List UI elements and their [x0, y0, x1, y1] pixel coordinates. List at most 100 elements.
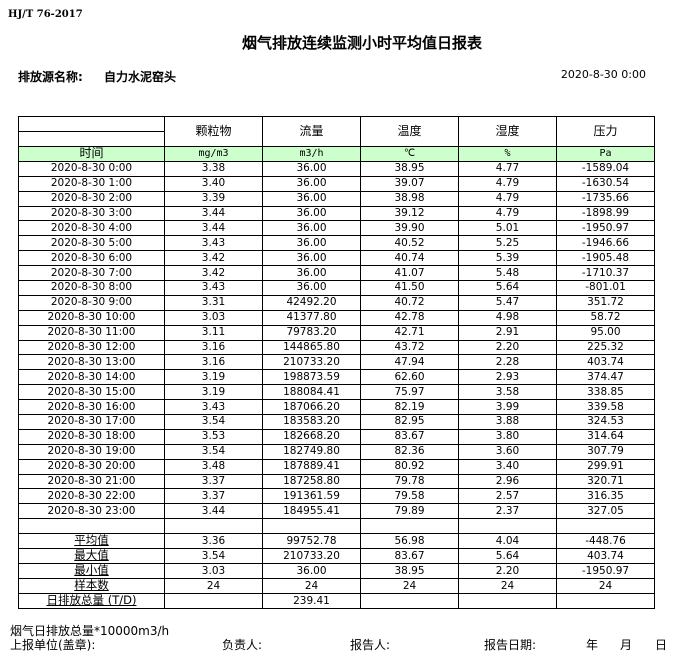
table-row: 2020-8-30 17:00 3.54 183583.20 82.95 3.88 324… [18, 414, 655, 430]
value-cell: 36.00 [262, 220, 361, 237]
table-row: 2020-8-30 9:00 3.31 42492.20 40.72 5.47 351.7… [18, 294, 655, 311]
value-cell: 82.19 [360, 399, 459, 416]
value-cell: 36.00 [262, 250, 361, 267]
value-cell: 79783.20 [262, 324, 361, 341]
time-cell: 2020-8-30 17:00 [18, 414, 165, 430]
value-cell: 5.64 [458, 548, 557, 565]
time-cell: 2020-8-30 15:00 [18, 384, 165, 401]
value-cell: 4.79 [458, 205, 557, 222]
value-cell: 3.39 [164, 190, 263, 207]
value-cell: 4.04 [458, 533, 557, 550]
table-row: 2020-8-30 8:00 3.43 36.00 41.50 5.64 -801.01 [18, 280, 655, 296]
value-cell: 4.98 [458, 309, 557, 326]
header-row: 颗粒物 流量 温度 湿度 压力 [18, 116, 655, 147]
value-cell: 56.98 [360, 533, 459, 550]
value-cell: -448.76 [556, 533, 655, 550]
value-cell: 187066.20 [262, 399, 361, 416]
time-cell: 2020-8-30 19:00 [18, 443, 165, 460]
value-cell: 24 [262, 578, 361, 595]
responsible-label: 负责人: [222, 638, 263, 652]
value-cell: 4.77 [458, 160, 557, 177]
value-cell: 82.95 [360, 414, 459, 430]
value-cell: -1950.97 [556, 220, 655, 237]
value-cell: 2.91 [458, 324, 557, 341]
value-cell: 187258.80 [262, 473, 361, 490]
time-cell: 2020-8-30 5:00 [18, 235, 165, 252]
value-cell: 314.64 [556, 428, 655, 445]
value-cell: 39.07 [360, 175, 459, 192]
summary-label: 最大值 [18, 548, 165, 565]
value-cell: 3.53 [164, 428, 263, 445]
value-cell: 36.00 [262, 280, 361, 296]
summary-label-text: 最大值 [74, 548, 109, 563]
value-cell: 3.42 [164, 265, 263, 282]
value-cell: 3.37 [164, 488, 263, 505]
value-cell: 210733.20 [262, 548, 361, 565]
summary-row: 最小值 3.03 36.00 38.95 2.20 -1950.97 [18, 563, 655, 580]
value-cell: 3.44 [164, 220, 263, 237]
table-row: 2020-8-30 14:00 3.19 198873.59 62.60 2.93 374… [18, 369, 655, 386]
unit-cell: ℃ [360, 146, 459, 162]
value-cell: 374.47 [556, 369, 655, 386]
summary-row: 平均值 3.36 99752.78 56.98 4.04 -448.76 [18, 533, 655, 550]
value-cell: 2.28 [458, 354, 557, 371]
value-cell: 403.74 [556, 548, 655, 565]
reporter-label: 报告人: [350, 638, 391, 652]
table-row: 2020-8-30 12:00 3.16 144865.80 43.72 2.20 225… [18, 339, 655, 356]
value-cell: 82.36 [360, 443, 459, 460]
value-cell: 2.20 [458, 339, 557, 356]
table-row: 2020-8-30 6:00 3.42 36.00 40.74 5.39 -1905.48 [18, 250, 655, 267]
unit-cell: Pa [556, 146, 655, 162]
time-cell: 2020-8-30 23:00 [18, 503, 165, 520]
value-cell: 38.98 [360, 190, 459, 207]
value-cell: 183583.20 [262, 414, 361, 430]
value-cell: 2.37 [458, 503, 557, 520]
source-name: 自力水泥窑头 [104, 70, 177, 84]
table-row: 2020-8-30 7:00 3.42 36.00 41.07 5.48 -1710.37 [18, 265, 655, 282]
time-cell: 2020-8-30 4:00 [18, 220, 165, 237]
blank-cell [360, 518, 459, 535]
value-cell: 36.00 [262, 563, 361, 580]
value-cell: -1905.48 [556, 250, 655, 267]
value-cell: 3.37 [164, 473, 263, 490]
value-cell: 320.71 [556, 473, 655, 490]
value-cell: 3.40 [164, 175, 263, 192]
value-cell: 2.20 [458, 563, 557, 580]
value-cell: 47.94 [360, 354, 459, 371]
time-cell: 2020-8-30 9:00 [18, 294, 165, 311]
value-cell: 42492.20 [262, 294, 361, 311]
value-cell: 182749.80 [262, 443, 361, 460]
value-cell: -1950.97 [556, 563, 655, 580]
standard-code: HJ/T 76-2017 [8, 9, 83, 20]
table-row: 2020-8-30 1:00 3.40 36.00 39.07 4.79 -1630.54 [18, 175, 655, 192]
value-cell: 3.43 [164, 235, 263, 252]
table-row: 2020-8-30 13:00 3.16 210733.20 47.94 2.28 403… [18, 354, 655, 371]
value-cell: 40.52 [360, 235, 459, 252]
table-row: 2020-8-30 4:00 3.44 36.00 39.90 5.01 -1950.97 [18, 220, 655, 237]
value-cell: 3.48 [164, 458, 263, 475]
value-cell: 198873.59 [262, 369, 361, 386]
year-label: 年 [586, 638, 599, 652]
table-row: 2020-8-30 18:00 3.53 182668.20 83.67 3.80 314… [18, 428, 655, 445]
value-cell: 36.00 [262, 265, 361, 282]
report-table: 颗粒物 流量 温度 湿度 压力 时间 mg/m3 m3/h ℃ % Pa 202… [18, 116, 655, 610]
summary-label-text: 日排放总量 (T/D) [46, 593, 137, 608]
value-cell: 5.48 [458, 265, 557, 282]
value-cell: 42.71 [360, 324, 459, 341]
value-cell: 79.89 [360, 503, 459, 520]
day-label: 日 [655, 638, 668, 652]
value-cell: 191361.59 [262, 488, 361, 505]
value-cell: 5.47 [458, 294, 557, 311]
value-cell: 41.50 [360, 280, 459, 296]
column-header: 压力 [556, 116, 655, 147]
value-cell: 5.25 [458, 235, 557, 252]
value-cell: 39.12 [360, 205, 459, 222]
value-cell: 40.74 [360, 250, 459, 267]
value-cell: -801.01 [556, 280, 655, 296]
value-cell: 351.72 [556, 294, 655, 311]
summary-row: 最大值 3.54 210733.20 83.67 5.64 403.74 [18, 548, 655, 565]
value-cell: 3.11 [164, 324, 263, 341]
value-cell: 3.44 [164, 503, 263, 520]
header-corner [18, 116, 165, 147]
value-cell: 299.91 [556, 458, 655, 475]
